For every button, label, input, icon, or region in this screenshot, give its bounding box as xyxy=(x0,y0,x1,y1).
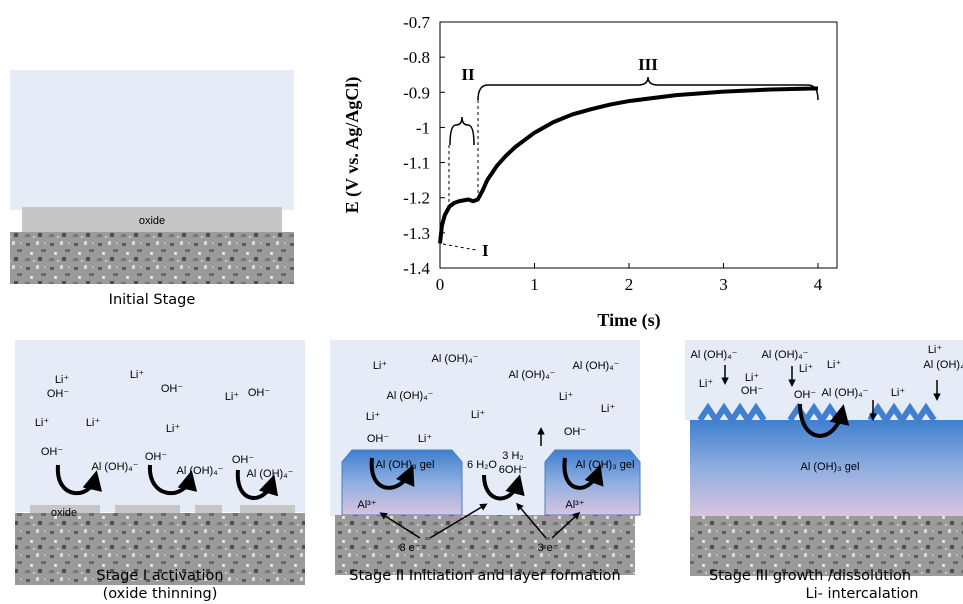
x-tick-label: 1 xyxy=(530,275,539,294)
substrate xyxy=(15,513,305,585)
species-label: 3 e⁻ xyxy=(537,542,558,554)
species-label: Li⁺ xyxy=(745,372,760,384)
oxide-layer xyxy=(22,207,282,233)
species-label: Li⁺ xyxy=(366,411,381,423)
y-tick-label: -1.2 xyxy=(403,189,430,208)
y-tick-label: -1.3 xyxy=(403,224,430,243)
species-label: Al (OH)₄⁻ xyxy=(432,353,479,365)
species-label: Li⁺ xyxy=(827,359,842,371)
species-label: 6 H₂O xyxy=(467,459,497,471)
bracket xyxy=(449,116,475,146)
y-tick-label: -1.1 xyxy=(403,154,430,173)
species-label: oxide xyxy=(139,215,165,227)
species-label: Al³⁺ xyxy=(357,499,376,511)
species-label: Al (OH)₃ gel xyxy=(376,459,435,471)
caption: Initial Stage xyxy=(109,292,196,308)
y-tick-label: -1 xyxy=(416,118,430,137)
species-label: Al³⁺ xyxy=(565,499,584,511)
y-axis-label: E (V vs. Ag/AgCl) xyxy=(342,77,363,214)
annotation: III xyxy=(638,55,658,74)
arrows xyxy=(55,403,850,501)
species-label: Li⁺ xyxy=(418,433,433,445)
bracket xyxy=(477,76,819,101)
species-label: 3 H₂ xyxy=(502,450,523,462)
y-tick-label: -1.4 xyxy=(403,259,430,278)
species-label: 3 e⁻ xyxy=(399,542,420,554)
substrate xyxy=(690,516,963,576)
species-label: Li⁺ xyxy=(928,344,943,356)
substrate xyxy=(335,515,635,575)
species-label: Al (OH)₃ gel xyxy=(801,461,860,473)
species-label: Li⁺ xyxy=(130,369,145,381)
species-label: Li⁺ xyxy=(699,378,714,390)
caption: (oxide thinning) xyxy=(103,586,218,602)
species-label: OH⁻ xyxy=(367,433,390,445)
electrolyte xyxy=(685,340,963,420)
species-label: OH⁻ xyxy=(794,389,817,401)
species-label: Al (OH)₃ gel xyxy=(576,459,635,471)
oxide-pieces xyxy=(30,505,295,513)
species-label: OH⁻ xyxy=(47,388,70,400)
species-label: Al (OH)₄ xyxy=(923,359,963,371)
annotation: I xyxy=(482,241,489,260)
species-label: OH⁻ xyxy=(145,451,168,463)
x-tick-label: 0 xyxy=(436,275,445,294)
x-tick-label: 3 xyxy=(719,275,728,294)
x-axis-label: Time (s) xyxy=(597,310,660,331)
species-label: OH⁻ xyxy=(232,454,255,466)
species-label: OH⁻ xyxy=(564,426,587,438)
species-label: Li⁺ xyxy=(373,360,388,372)
annotation: II xyxy=(461,65,475,84)
species-label: Al (OH)₄⁻ xyxy=(691,349,738,361)
plot-frame xyxy=(439,21,838,269)
species-label: Li⁺ xyxy=(35,417,50,429)
species-label: Al (OH)₄⁻ xyxy=(762,349,809,361)
species-label: Al (OH)₄⁻ xyxy=(822,387,869,399)
y-tick-label: -0.9 xyxy=(403,83,430,102)
species-label: Li⁺ xyxy=(601,403,616,415)
species-label: Li⁺ xyxy=(471,409,486,421)
data-line xyxy=(438,86,819,244)
species-label: oxide xyxy=(51,507,77,519)
species-label: Li⁺ xyxy=(86,417,101,429)
y-tick-label: -0.8 xyxy=(403,48,430,67)
caption: Li- intercalation xyxy=(806,586,919,602)
substrate xyxy=(10,232,294,284)
species-label: Al (OH)₄⁻ xyxy=(177,465,224,477)
electrolyte xyxy=(15,340,305,512)
guide-lines xyxy=(442,100,479,251)
species-label: Al (OH)₄⁻ xyxy=(387,390,434,402)
x-tick-label: 4 xyxy=(814,275,823,294)
species-label: Li⁺ xyxy=(55,374,70,386)
species-label: Li⁺ xyxy=(225,391,240,403)
electrolyte xyxy=(10,70,294,210)
species-label: Al (OH)₄⁻ xyxy=(247,468,294,480)
species-label: OH⁻ xyxy=(248,387,271,399)
species-label: OH⁻ xyxy=(41,446,64,458)
species-label: Al (OH)₄⁻ xyxy=(509,369,556,381)
species-label: 6OH⁻ xyxy=(499,464,528,476)
species-label: Al (OH)₄⁻ xyxy=(92,461,139,473)
y-tick-label: -0.7 xyxy=(403,13,430,32)
caption: Stage II Initiation and layer formation xyxy=(349,568,621,584)
species-label: Li⁺ xyxy=(166,423,181,435)
x-tick-label: 2 xyxy=(625,275,634,294)
species-label: Li⁺ xyxy=(559,391,574,403)
caption: Stage I activation xyxy=(96,568,223,584)
species-label: OH⁻ xyxy=(741,385,764,397)
species-label: Li⁺ xyxy=(799,363,814,375)
thin-arrows xyxy=(379,365,941,539)
species-label: OH⁻ xyxy=(161,383,184,395)
species-label: Al (OH)₄⁻ xyxy=(573,360,620,372)
species-label: Li⁺ xyxy=(891,387,906,399)
caption: Stage III growth /dissolution xyxy=(709,568,911,584)
